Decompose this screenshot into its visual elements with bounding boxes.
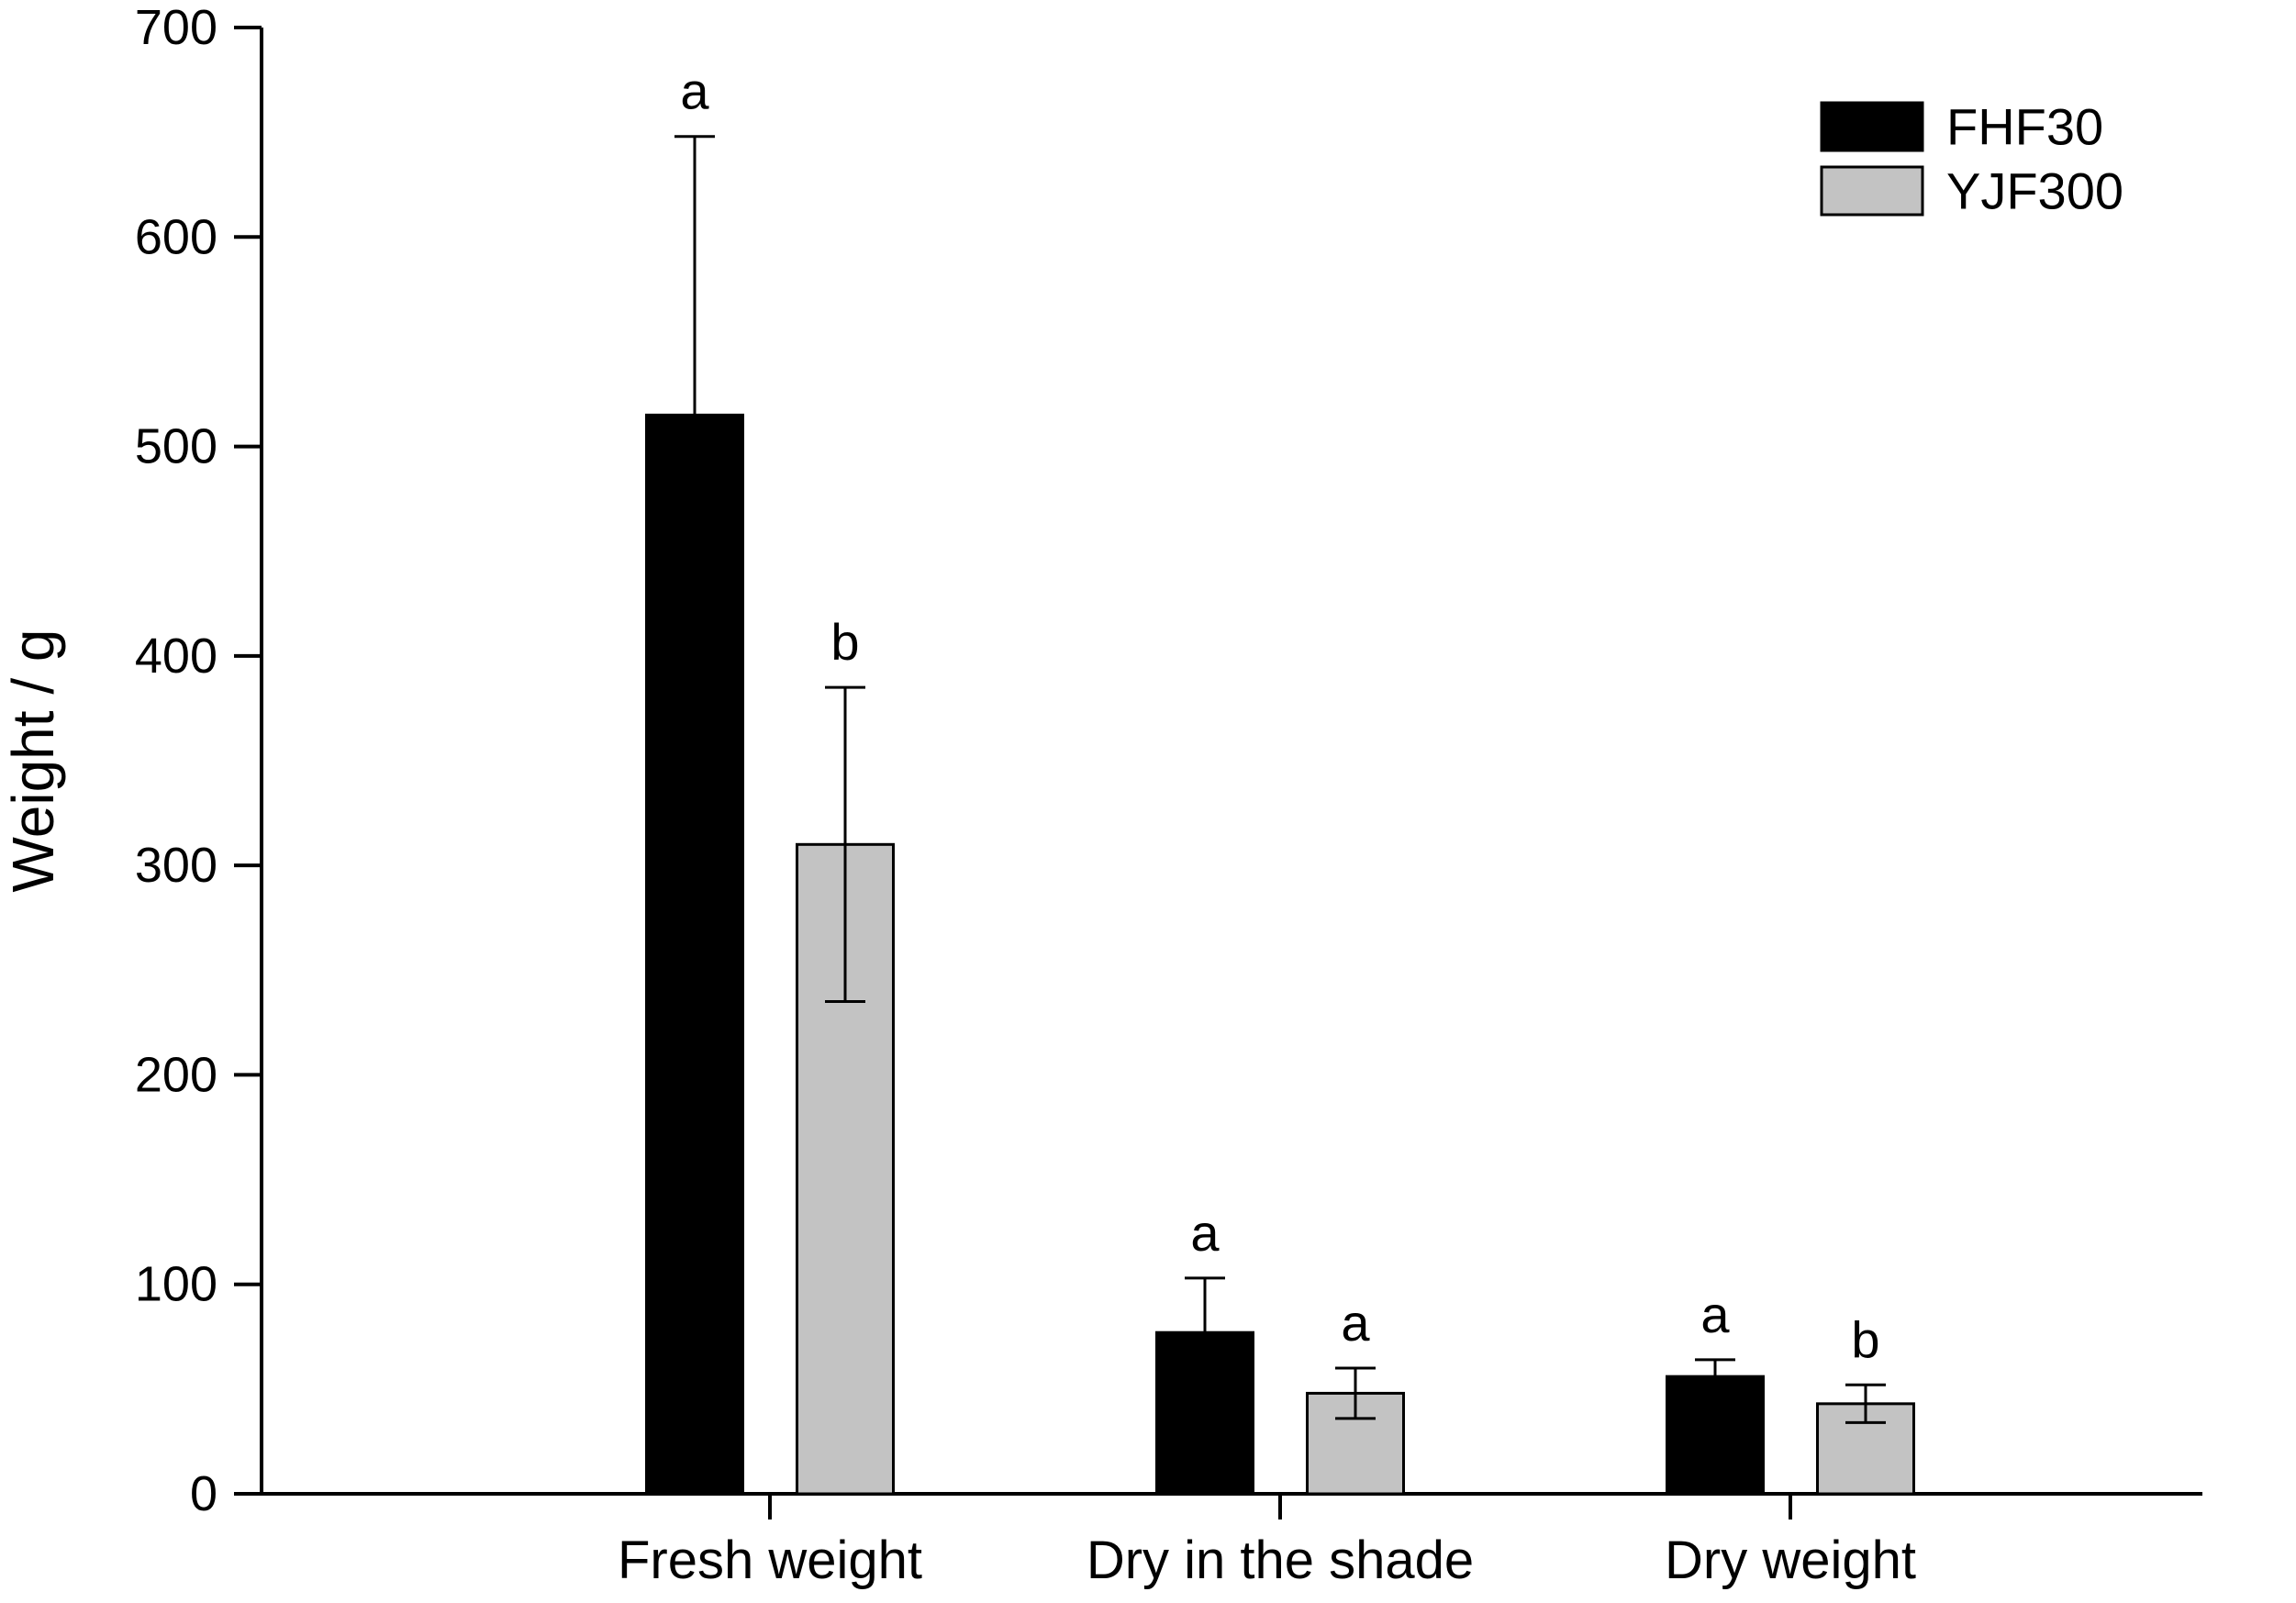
y-tick-label: 500	[135, 419, 217, 474]
y-tick-label: 200	[135, 1047, 217, 1102]
legend-label-yjf300: YJF300	[1946, 162, 2123, 220]
significance-letter: a	[680, 62, 709, 120]
legend-swatch-yjf300	[1820, 165, 1924, 217]
x-category-label: Fresh weight	[618, 1531, 922, 1590]
significance-letter: b	[1851, 1310, 1879, 1368]
bar-fhf30-2	[1666, 1375, 1765, 1496]
legend-label-fhf30: FHF30	[1946, 98, 2103, 156]
y-tick-label: 700	[135, 0, 217, 55]
x-category-label: Dry weight	[1665, 1531, 1916, 1590]
y-tick-label: 600	[135, 209, 217, 264]
x-category-label: Dry in the shade	[1087, 1531, 1474, 1590]
y-tick-label: 300	[135, 838, 217, 893]
legend-swatch-fhf30	[1820, 101, 1924, 152]
significance-letter: a	[1700, 1286, 1730, 1343]
y-tick-label: 100	[135, 1257, 217, 1312]
y-tick-label: 0	[190, 1466, 217, 1521]
y-tick-label: 400	[135, 629, 217, 684]
significance-letter: a	[1190, 1204, 1220, 1262]
y-axis-title: Weight / g	[0, 629, 66, 893]
significance-letter: a	[1341, 1294, 1370, 1352]
significance-letter: b	[830, 613, 859, 671]
